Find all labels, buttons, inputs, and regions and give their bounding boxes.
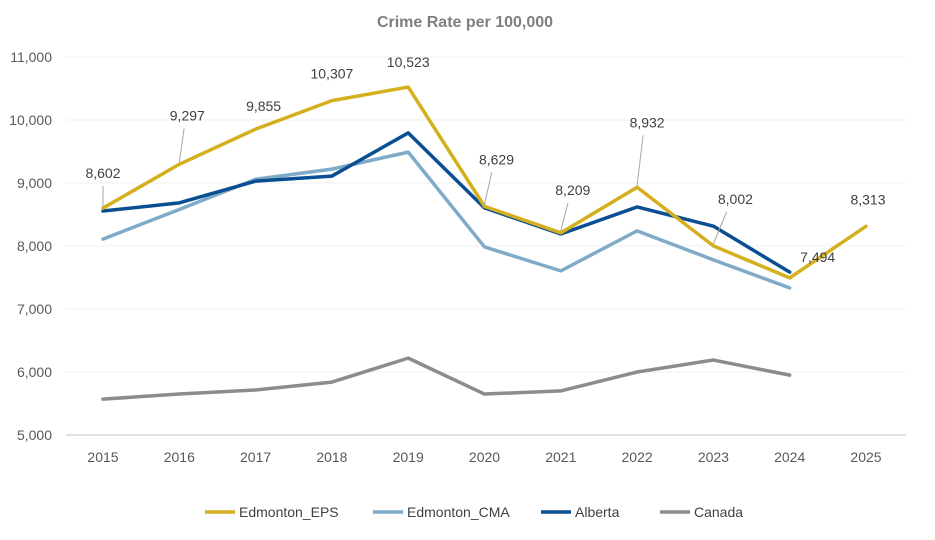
legend-label: Alberta — [575, 504, 620, 520]
x-tick-label: 2018 — [316, 449, 347, 465]
data-label: 9,855 — [246, 98, 281, 114]
data-label: 7,494 — [800, 249, 835, 265]
y-tick-label: 7,000 — [17, 301, 52, 317]
leader-line — [484, 172, 493, 205]
legend-label: Edmonton_CMA — [407, 504, 510, 520]
leader-line — [560, 202, 569, 231]
x-tick-label: 2024 — [774, 449, 805, 465]
legend-item: Edmonton_CMA — [373, 504, 510, 520]
legend-item: Canada — [660, 504, 743, 520]
data-label: 8,602 — [85, 165, 120, 181]
data-label: 9,297 — [170, 107, 205, 123]
y-tick-label: 5,000 — [17, 427, 52, 443]
legend-item: Edmonton_EPS — [205, 504, 339, 520]
data-label: 10,523 — [387, 54, 430, 70]
legend-label: Canada — [694, 504, 743, 520]
x-tick-label: 2022 — [622, 449, 653, 465]
data-label: 8,209 — [555, 182, 590, 198]
series-line-canada — [101, 356, 792, 401]
legend-label: Edmonton_EPS — [239, 504, 339, 520]
y-tick-label: 9,000 — [17, 175, 52, 191]
y-tick-label: 8,000 — [17, 238, 52, 254]
legend: Edmonton_EPS Edmonton_CMA Alberta Canada — [205, 504, 743, 520]
y-tick-label: 10,000 — [9, 112, 52, 128]
leader-line — [178, 128, 185, 163]
x-tick-label: 2020 — [469, 449, 500, 465]
y-tick-label: 6,000 — [17, 364, 52, 380]
x-tick-label: 2025 — [850, 449, 881, 465]
x-tick-label: 2017 — [240, 449, 271, 465]
legend-item: Alberta — [541, 504, 620, 520]
leader-line — [712, 211, 728, 245]
data-label: 8,313 — [850, 191, 885, 207]
data-label: 8,002 — [718, 191, 753, 207]
x-tick-label: 2019 — [393, 449, 424, 465]
data-label: 8,932 — [630, 114, 665, 130]
chart-title: Crime Rate per 100,000 — [377, 14, 553, 31]
x-tick-label: 2023 — [698, 449, 729, 465]
y-tick-label: 11,000 — [10, 49, 52, 65]
series-line-edmonton-cma — [101, 150, 792, 290]
data-label: 8,629 — [479, 151, 514, 167]
series-line-edmonton-eps — [101, 85, 868, 280]
leader-line — [636, 135, 644, 186]
x-tick-label: 2015 — [87, 449, 118, 465]
x-tick-label: 2016 — [164, 449, 195, 465]
data-label: 10,307 — [310, 66, 353, 82]
x-tick-label: 2021 — [545, 449, 576, 465]
